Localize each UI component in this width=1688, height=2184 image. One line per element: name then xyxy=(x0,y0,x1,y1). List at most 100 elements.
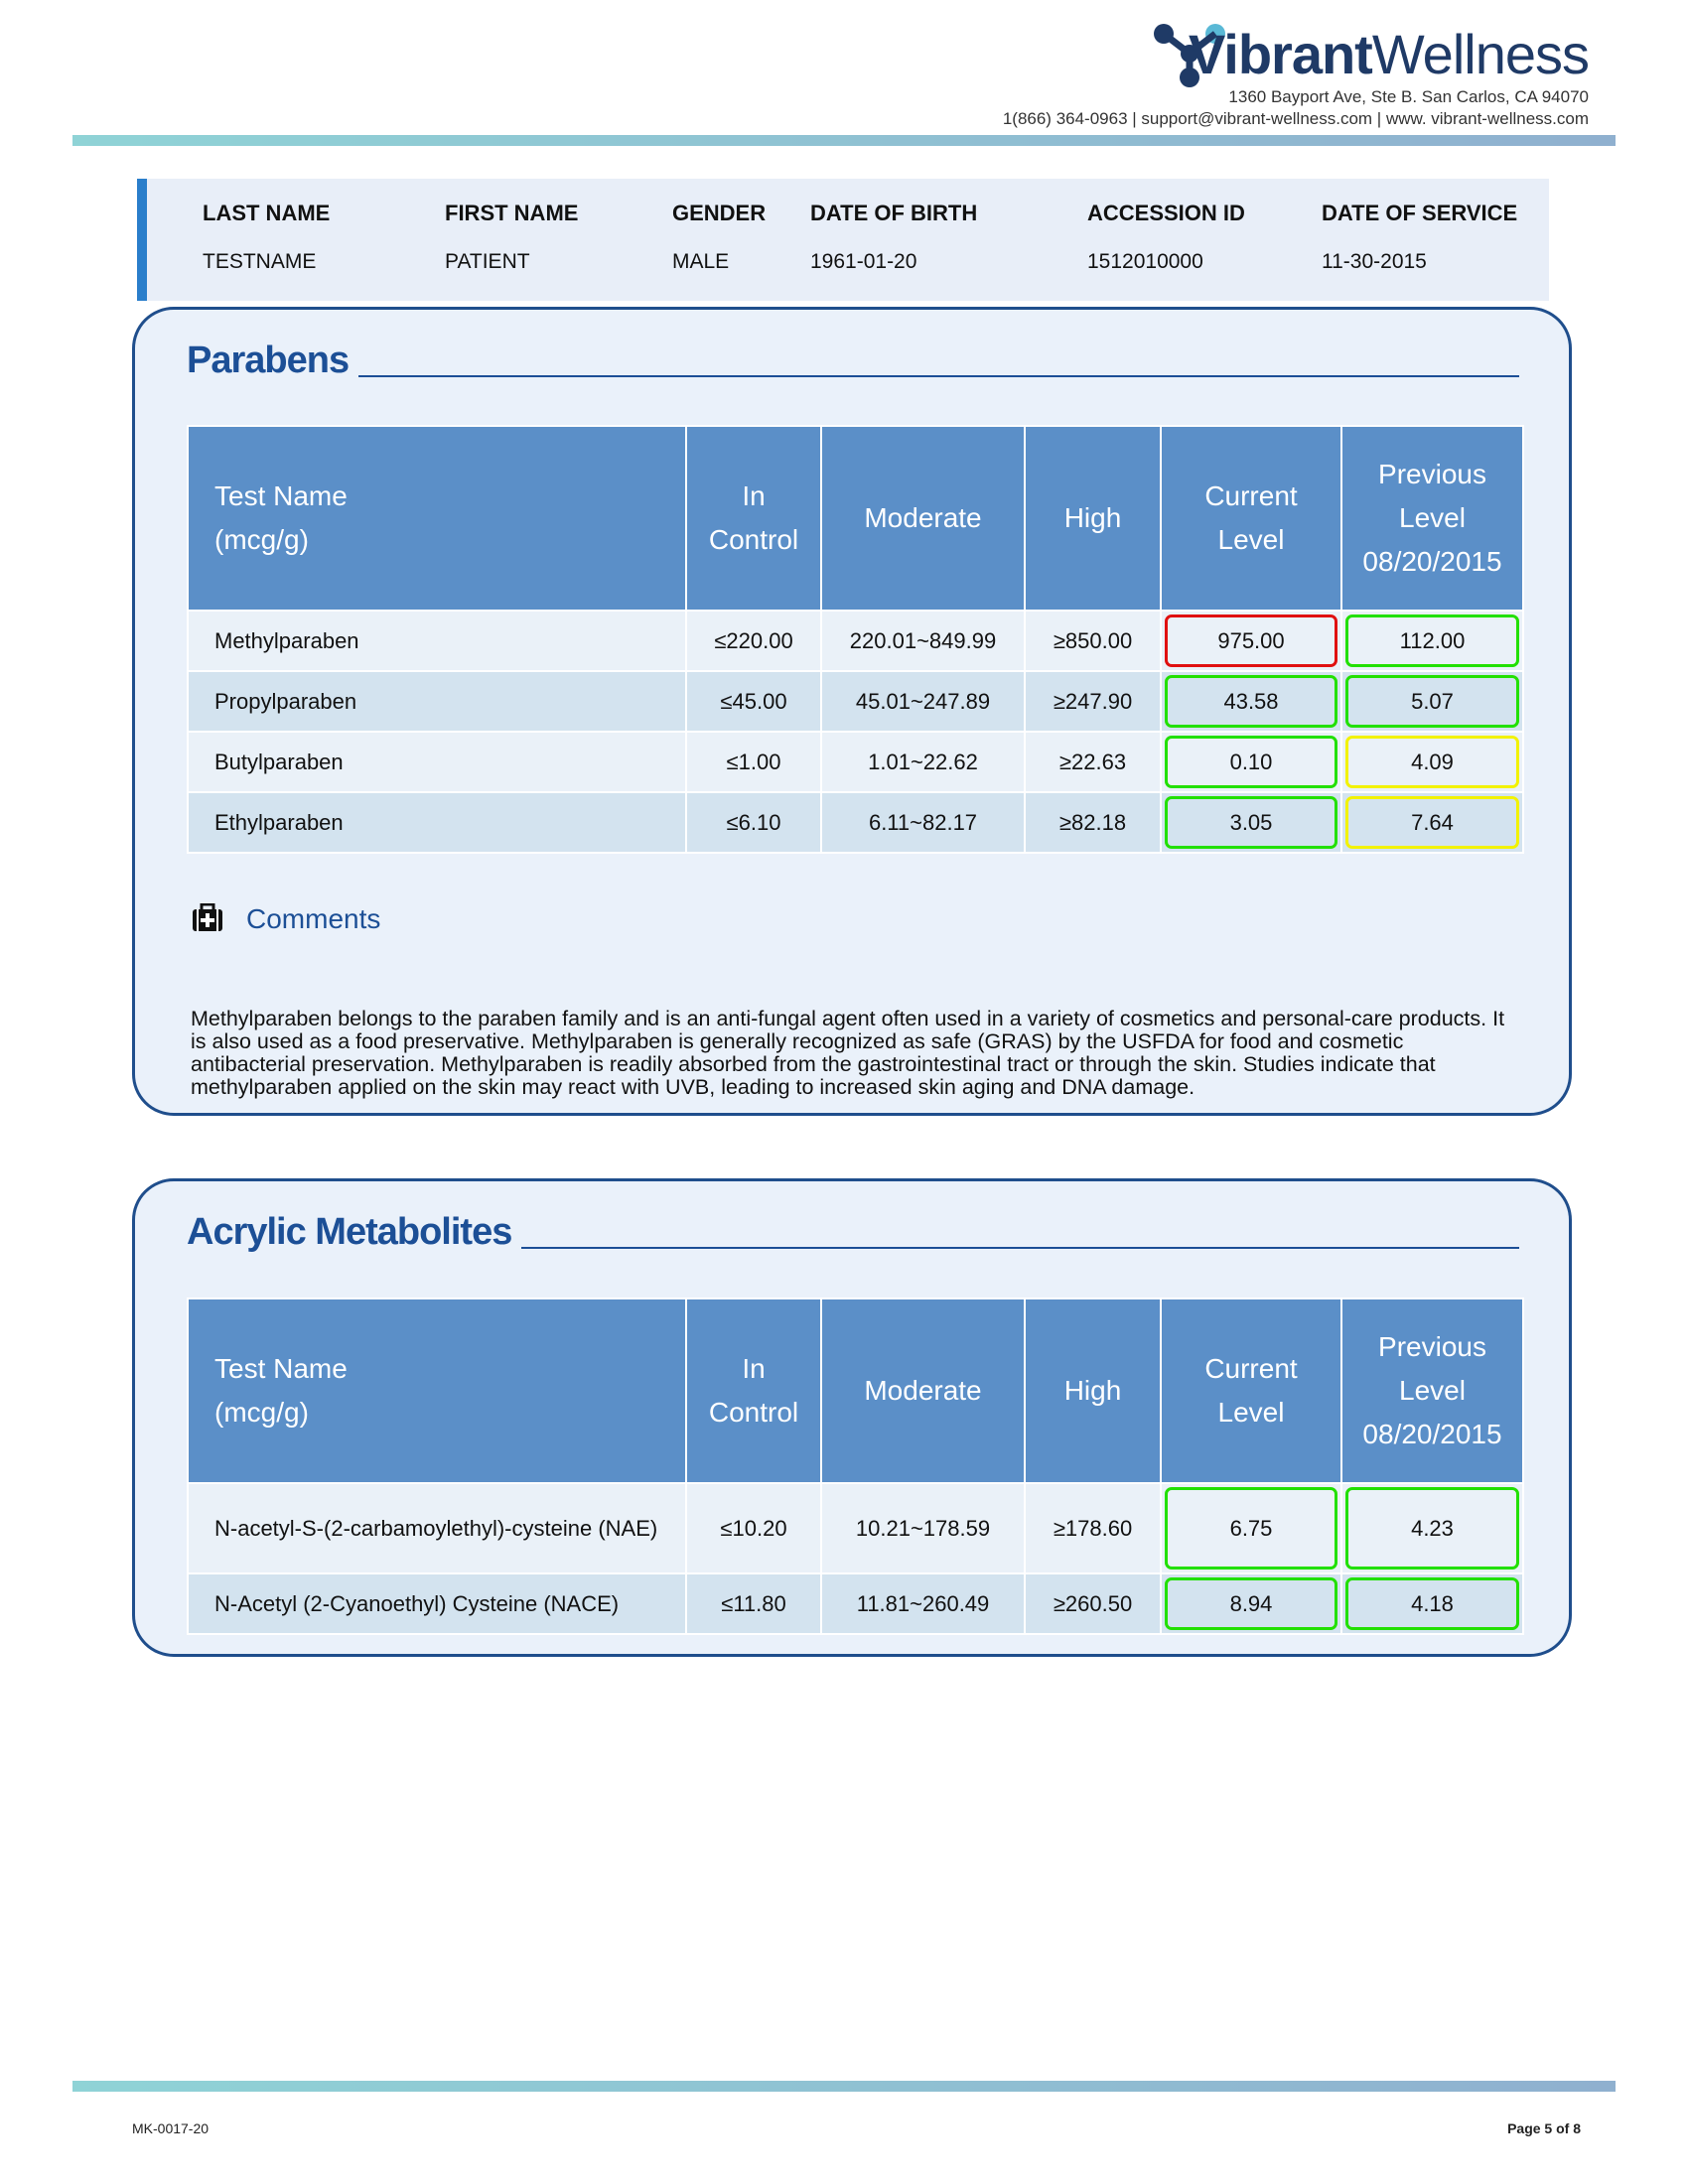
test-name: N-acetyl-S-(2-carbamoylethyl)-cysteine (… xyxy=(187,1482,687,1574)
column-header: Previous Level 08/20/2015 xyxy=(1340,425,1524,612)
range-cell: ≤220.00 xyxy=(685,610,822,672)
test-name: Butylparaben xyxy=(187,731,687,793)
current-cell: 975.00 xyxy=(1160,610,1342,672)
test-name: Ethylparaben xyxy=(187,791,687,854)
patient-box: LAST NAME TESTNAME FIRST NAME PATIENT GENDER… xyxy=(137,179,1549,301)
header-bar xyxy=(72,135,1616,146)
range-cell: ≤11.80 xyxy=(685,1572,822,1635)
comments-label: Comments xyxy=(246,903,381,934)
range-cell: ≥22.63 xyxy=(1024,731,1162,793)
section-rule xyxy=(187,1247,1519,1249)
current-cell: 43.58 xyxy=(1160,670,1342,733)
current-cell: 8.94 xyxy=(1160,1572,1342,1635)
comments-text: Methylparaben belongs to the paraben fam… xyxy=(191,1007,1505,1099)
patient-label: DATE OF BIRTH xyxy=(810,201,978,225)
range-cell: 45.01~247.89 xyxy=(820,670,1026,733)
result-row: Ethylparaben ≤6.10 6.11~82.17 ≥82.18 3.05 7.6… xyxy=(187,791,1524,854)
address: 1360 Bayport Ave, Ste B. San Carlos, CA … xyxy=(1228,87,1589,106)
range-cell: ≥260.50 xyxy=(1024,1572,1162,1635)
patient-label: GENDER xyxy=(672,201,767,225)
header-row: Test Name (mcg/g) In Control Moderate High C… xyxy=(187,1297,1524,1484)
range-cell: 11.81~260.49 xyxy=(820,1572,1026,1635)
header-row: Test Name (mcg/g) In Control Moderate High C… xyxy=(187,425,1524,612)
patient-label: DATE OF SERVICE xyxy=(1322,201,1518,225)
current-cell: 6.75 xyxy=(1160,1482,1342,1574)
column-header: Test Name (mcg/g) xyxy=(187,1297,687,1484)
patient-value: TESTNAME xyxy=(203,250,317,273)
previous-cell: 7.64 xyxy=(1340,791,1524,854)
status-box: 3.05 xyxy=(1165,796,1337,849)
current-cell: 3.05 xyxy=(1160,791,1342,854)
column-header: Previous Level 08/20/2015 xyxy=(1340,1297,1524,1484)
patient-value: MALE xyxy=(672,250,730,273)
patient-value: 11-30-2015 xyxy=(1322,250,1427,273)
brand: VibrantWellness xyxy=(1188,22,1590,86)
section-title: Acrylic Metabolites xyxy=(187,1211,522,1254)
section-rule xyxy=(187,375,1519,377)
footer-page: Page 5 of 8 xyxy=(1507,2120,1581,2136)
contact: 1(866) 364-0963 | support@vibrant-wellne… xyxy=(1002,109,1589,128)
patient-label: FIRST NAME xyxy=(445,201,579,225)
column-header: Current Level xyxy=(1160,425,1342,612)
range-cell: ≤1.00 xyxy=(685,731,822,793)
previous-cell: 4.18 xyxy=(1340,1572,1524,1635)
status-box: 7.64 xyxy=(1345,796,1519,849)
logo-icon xyxy=(1154,24,1225,87)
column-header: In Control xyxy=(685,425,822,612)
status-box: 4.09 xyxy=(1345,736,1519,788)
test-name: N-Acetyl (2-Cyanoethyl) Cysteine (NACE) xyxy=(187,1572,687,1635)
status-box: 4.23 xyxy=(1345,1487,1519,1570)
range-cell: ≥850.00 xyxy=(1024,610,1162,672)
brand-bold: Vibrant xyxy=(1188,23,1373,85)
brand-light: Wellness xyxy=(1371,23,1590,85)
range-cell: 6.11~82.17 xyxy=(820,791,1026,854)
status-box: 4.18 xyxy=(1345,1577,1519,1630)
status-box: 0.10 xyxy=(1165,736,1337,788)
status-box: 112.00 xyxy=(1345,614,1519,667)
result-row: N-Acetyl (2-Cyanoethyl) Cysteine (NACE) ≤… xyxy=(187,1572,1524,1635)
range-cell: ≥247.90 xyxy=(1024,670,1162,733)
result-row: Propylparaben ≤45.00 45.01~247.89 ≥247.90 43… xyxy=(187,670,1524,733)
patient-value: 1961-01-20 xyxy=(810,250,917,273)
previous-cell: 4.09 xyxy=(1340,731,1524,793)
current-cell: 0.10 xyxy=(1160,731,1342,793)
test-name: Methylparaben xyxy=(187,610,687,672)
column-header: In Control xyxy=(685,1297,822,1484)
status-box: 43.58 xyxy=(1165,675,1337,728)
patient-value: PATIENT xyxy=(445,250,530,273)
previous-cell: 4.23 xyxy=(1340,1482,1524,1574)
previous-cell: 112.00 xyxy=(1340,610,1524,672)
range-cell: ≤6.10 xyxy=(685,791,822,854)
status-box: 5.07 xyxy=(1345,675,1519,728)
status-box: 975.00 xyxy=(1165,614,1337,667)
result-row: Methylparaben ≤220.00 220.01~849.99 ≥850.00… xyxy=(187,610,1524,672)
footer-bar xyxy=(72,2081,1616,2092)
section-panel: Acrylic Metabolites Test Name (mcg/g) In C… xyxy=(132,1178,1572,1657)
range-cell: ≤45.00 xyxy=(685,670,822,733)
results-table: Test Name (mcg/g) In Control Moderate High C… xyxy=(187,1297,1524,1635)
patient-label: LAST NAME xyxy=(203,201,331,225)
patient-label: ACCESSION ID xyxy=(1087,201,1245,225)
column-header: Test Name (mcg/g) xyxy=(187,425,687,612)
section-panel: Parabens Test Name (mcg/g) In Control Moder… xyxy=(132,307,1572,1116)
column-header: Moderate xyxy=(820,1297,1026,1484)
patient-value: 1512010000 xyxy=(1087,250,1203,273)
range-cell: ≥178.60 xyxy=(1024,1482,1162,1574)
previous-cell: 5.07 xyxy=(1340,670,1524,733)
comments-icon xyxy=(193,903,222,931)
footer-code: MK-0017-20 xyxy=(132,2120,210,2136)
range-cell: 1.01~22.62 xyxy=(820,731,1026,793)
result-row: N-acetyl-S-(2-carbamoylethyl)-cysteine (… xyxy=(187,1482,1524,1574)
range-cell: 10.21~178.59 xyxy=(820,1482,1026,1574)
range-cell: ≥82.18 xyxy=(1024,791,1162,854)
result-row: Butylparaben ≤1.00 1.01~22.62 ≥22.63 0.10 4.0… xyxy=(187,731,1524,793)
range-cell: ≤10.20 xyxy=(685,1482,822,1574)
section-title: Parabens xyxy=(187,340,359,382)
status-box: 8.94 xyxy=(1165,1577,1337,1630)
column-header: High xyxy=(1024,1297,1162,1484)
status-box: 6.75 xyxy=(1165,1487,1337,1570)
column-header: High xyxy=(1024,425,1162,612)
column-header: Current Level xyxy=(1160,1297,1342,1484)
results-table: Test Name (mcg/g) In Control Moderate High C… xyxy=(187,425,1524,854)
